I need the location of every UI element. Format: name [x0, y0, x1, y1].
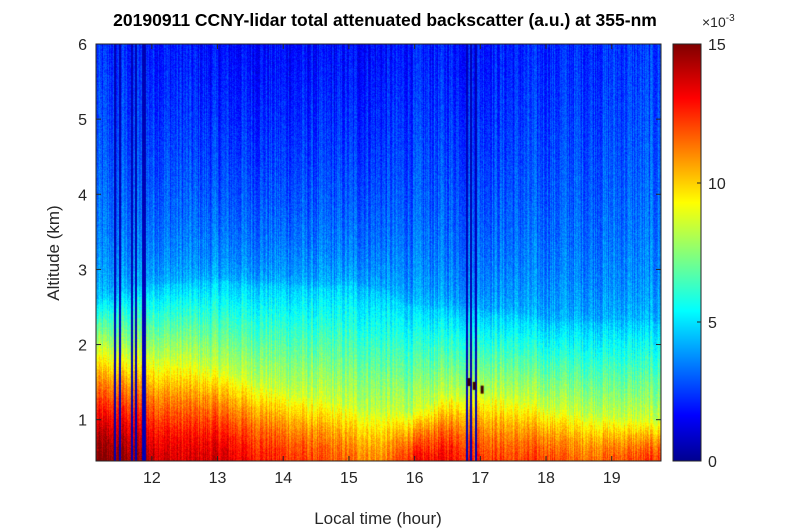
y-tick-label: 4 [78, 187, 87, 204]
colorbar-multiplier: ×10-3 [702, 13, 735, 30]
x-tick-label: 12 [143, 470, 161, 487]
colorbar-multiplier-base: ×10 [702, 14, 726, 30]
x-tick-label: 17 [471, 470, 489, 487]
colorbar-tick-label: 10 [708, 176, 726, 193]
colorbar-multiplier-exponent: -3 [726, 13, 735, 24]
y-axis-label: Altitude (km) [44, 205, 63, 300]
x-tick-label: 19 [603, 470, 621, 487]
colorbar-tick-label: 5 [708, 315, 717, 332]
y-tick-label: 2 [78, 338, 87, 355]
colorbar-tick-label: 0 [708, 454, 717, 471]
y-axis-ticks: 1 2 3 4 5 6 [78, 37, 661, 430]
x-tick-label: 13 [209, 470, 227, 487]
plot-frame [95, 43, 662, 462]
chart-title: 20190911 CCNY-lidar total attenuated bac… [113, 10, 657, 30]
colorbar [672, 43, 702, 462]
y-tick-label: 5 [78, 112, 87, 129]
x-tick-label: 14 [274, 470, 292, 487]
y-tick-label: 3 [78, 262, 87, 279]
x-tick-label: 16 [406, 470, 424, 487]
y-tick-label: 1 [78, 413, 87, 430]
heatmap-plot-area [96, 44, 661, 461]
colorbar-ticks: 0 5 10 15 [697, 37, 726, 471]
y-tick-label: 6 [78, 37, 87, 54]
colorbar-tick-label: 15 [708, 37, 726, 54]
x-tick-label: 15 [340, 470, 358, 487]
heatmap-canvas [96, 44, 661, 461]
x-axis-label: Local time (hour) [314, 509, 442, 528]
x-tick-label: 18 [537, 470, 555, 487]
x-axis-ticks: 12 13 14 15 16 17 18 19 [143, 44, 621, 487]
